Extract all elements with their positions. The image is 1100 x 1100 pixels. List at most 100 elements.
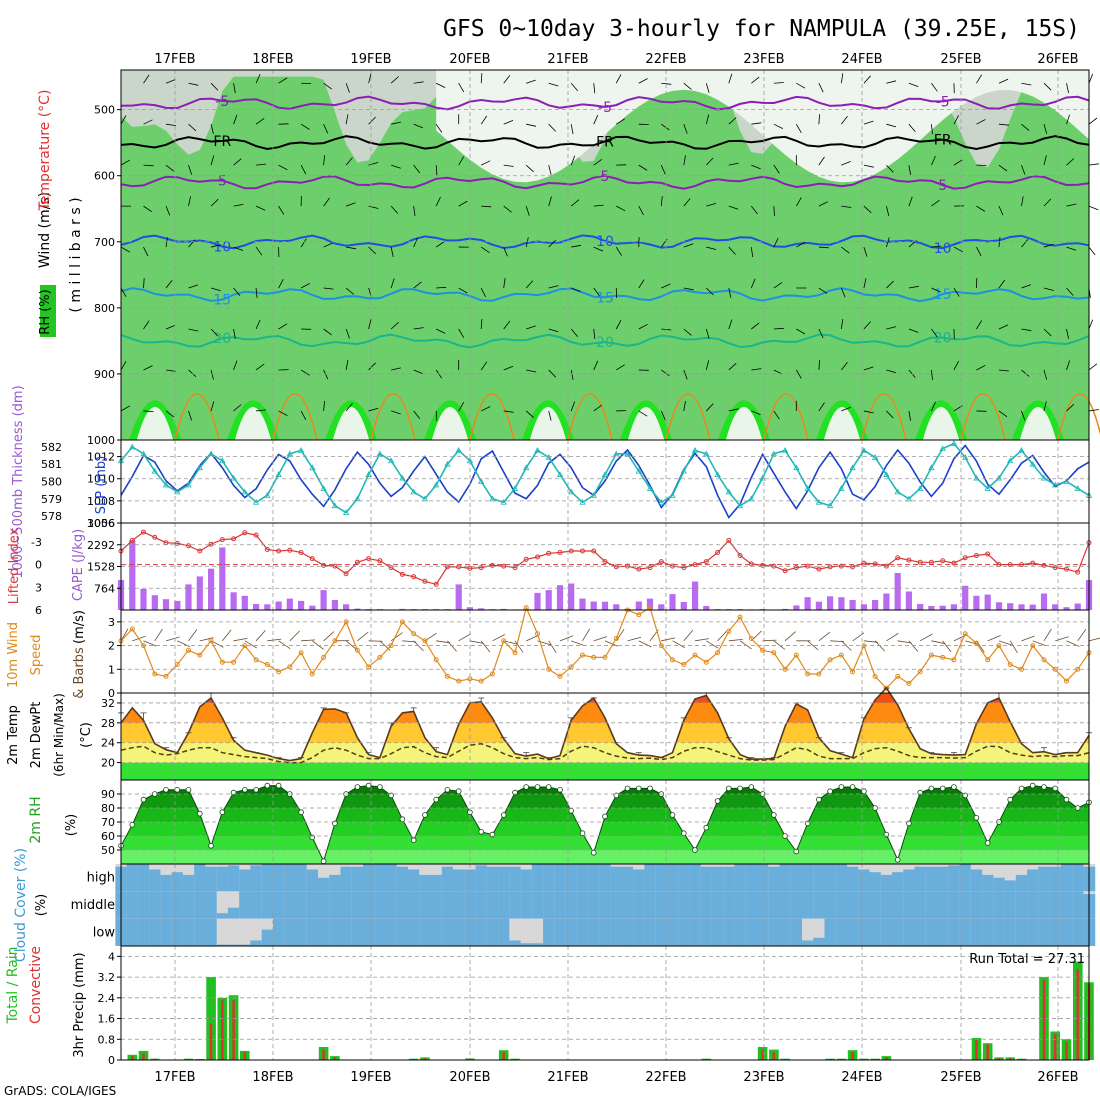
cloud-bar xyxy=(847,918,859,946)
wind-barb xyxy=(1088,319,1094,330)
label-rh-unit: (%) xyxy=(64,814,79,837)
thickness-point xyxy=(714,471,721,477)
wind-barb xyxy=(120,405,130,412)
wind-speed-point xyxy=(793,652,799,658)
wind-barb xyxy=(593,158,603,166)
cloud-bar xyxy=(306,869,319,892)
precip-convective-bar xyxy=(502,1052,505,1060)
surface-wind-barb xyxy=(1055,636,1069,642)
wind-barb xyxy=(998,369,1009,372)
cloud-clear xyxy=(520,918,533,946)
wind-barb xyxy=(706,403,714,412)
cloud-bar xyxy=(419,891,432,919)
wind-barb xyxy=(1021,165,1026,175)
label-6hr-minmax: (6hr Min/Max) xyxy=(52,693,66,777)
thickness-point xyxy=(523,464,530,471)
wind-barb xyxy=(480,115,488,125)
cape-bar xyxy=(782,608,789,610)
precip-tick-label: 2.4 xyxy=(98,992,116,1005)
cape-tick-label: 3056 xyxy=(87,517,115,530)
temp-tick-label: 20 xyxy=(101,757,115,770)
cloud-bar xyxy=(126,918,139,946)
cloud-bar xyxy=(329,918,341,946)
wind-barb xyxy=(751,368,762,371)
cape-bar xyxy=(646,598,654,610)
wind-barb xyxy=(953,115,959,125)
cape-bar xyxy=(241,595,248,610)
label-2m-dewpt: 2m DewPt xyxy=(29,702,44,769)
wind-speed-point xyxy=(985,657,991,663)
cloud-bar xyxy=(858,891,871,919)
li-point xyxy=(186,543,191,549)
wind-barb xyxy=(413,81,424,84)
wind-barb xyxy=(1088,117,1098,125)
cloud-bar xyxy=(880,891,893,919)
thickness-point xyxy=(928,464,935,471)
label-speed: Speed xyxy=(29,635,44,676)
wind-barb xyxy=(976,246,982,257)
li-point xyxy=(321,562,327,568)
wind-barb xyxy=(886,123,897,128)
rh-tick-label: 60 xyxy=(101,830,115,843)
cloud-bar xyxy=(216,866,229,892)
label-total-rain: Total / Rain xyxy=(5,946,21,1024)
wind-barb xyxy=(1043,82,1052,91)
li-point xyxy=(658,559,664,565)
wind-barb xyxy=(908,82,919,87)
wind-barb xyxy=(1066,203,1077,207)
wind-barb xyxy=(525,280,534,289)
cloud-bar xyxy=(1038,918,1051,946)
wind-barb xyxy=(706,287,714,296)
wind-barb xyxy=(210,328,219,337)
wind-barb xyxy=(413,327,424,330)
wind-barb xyxy=(841,116,848,125)
wind-barb xyxy=(638,410,648,417)
rh-point xyxy=(725,785,732,792)
cloud-bar xyxy=(464,891,477,919)
cloud-bar xyxy=(1049,918,1062,946)
wind-barb xyxy=(1021,82,1032,86)
rh-point xyxy=(579,830,586,836)
thickness-point xyxy=(275,471,282,477)
wind-barb xyxy=(391,121,401,125)
wind-barb xyxy=(908,196,913,207)
wind-barb xyxy=(323,124,329,134)
thickness-point xyxy=(331,502,339,509)
cloud-bar xyxy=(993,877,1006,892)
rh-point xyxy=(613,792,620,799)
wind-barb xyxy=(368,162,379,166)
temp-tick-label: 24 xyxy=(101,737,115,750)
wind-barb xyxy=(391,164,401,169)
surface-wind-barb xyxy=(267,638,282,642)
wind-barb xyxy=(886,410,894,419)
precip-convective-bar xyxy=(153,1058,156,1060)
wind-barb xyxy=(413,237,418,248)
cloud-bar xyxy=(1004,891,1017,919)
wind-barb xyxy=(255,363,265,371)
wind-barb xyxy=(841,361,848,371)
cloud-bar xyxy=(239,944,251,946)
thickness-point xyxy=(894,488,901,495)
surface-wind-barb xyxy=(886,633,899,642)
li-point xyxy=(377,558,383,564)
li-point xyxy=(962,555,968,561)
li-point xyxy=(231,536,237,542)
thickness-tick-label: 578 xyxy=(41,510,62,523)
cape-tick-label: 2292 xyxy=(87,539,115,552)
date-label-bottom: 25FEB xyxy=(940,1070,981,1085)
thickness-point xyxy=(815,498,823,505)
li-point xyxy=(489,562,495,568)
cloud-bar xyxy=(790,864,803,892)
date-axis-bottom: 17FEB 18FEB 19FEB 20FEB 21FEB 22FEB 23FEB 24FEB… xyxy=(154,1070,1078,1085)
thickness-point xyxy=(230,474,237,481)
wind-barb xyxy=(773,410,780,420)
cloud-bar xyxy=(194,918,206,946)
isotherm-label: 10 xyxy=(934,241,952,257)
cloud-bar xyxy=(982,891,994,919)
wind-speed-point xyxy=(838,652,844,658)
date-label-top: 23FEB xyxy=(743,52,784,67)
wind-barb xyxy=(413,206,416,217)
cloud-bar xyxy=(892,891,904,919)
cloud-bar xyxy=(959,864,972,892)
thickness-point xyxy=(1029,460,1036,467)
